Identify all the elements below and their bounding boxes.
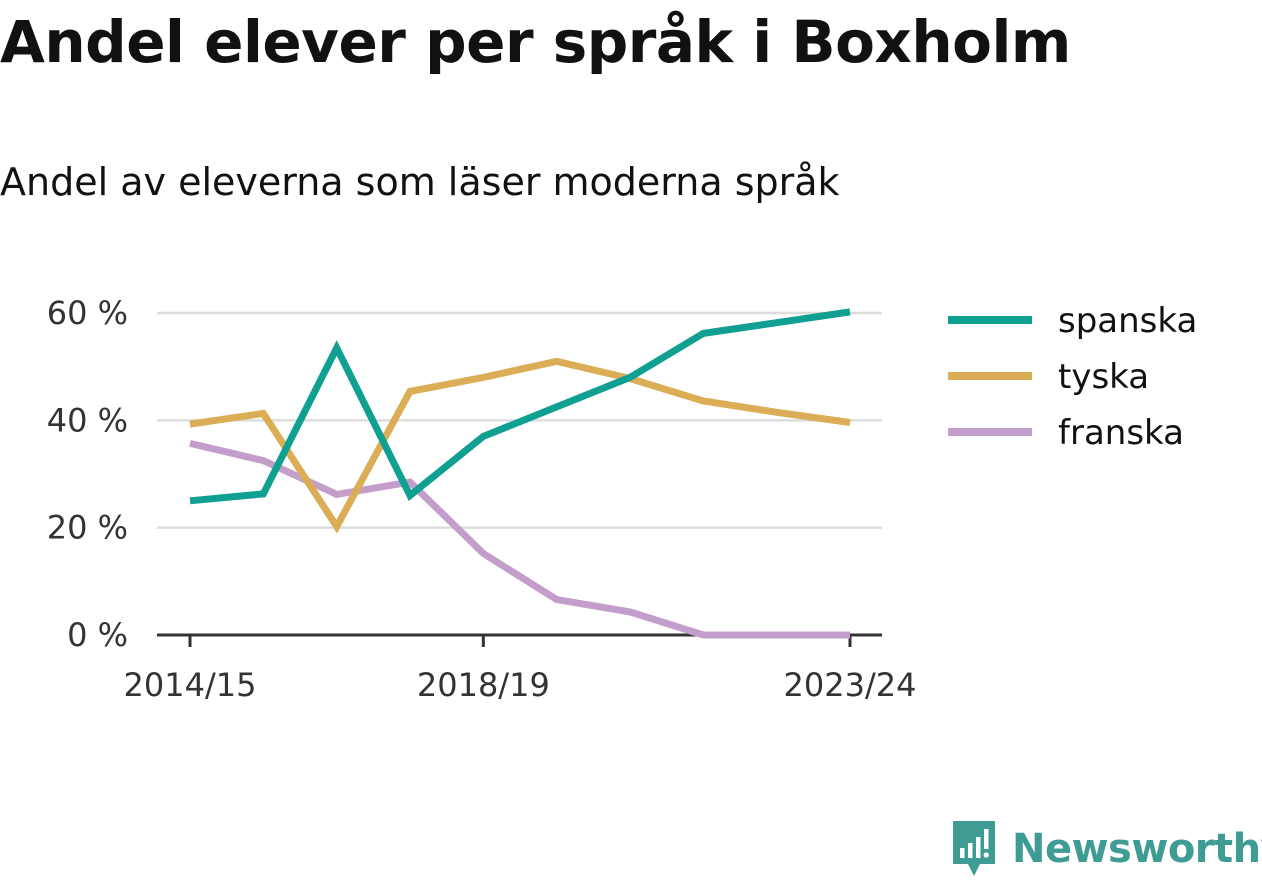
series-line-franska: [189, 439, 850, 639]
y-tick-label: 0 %: [67, 616, 128, 654]
y-axis: 0 % 20 % 40 % 60 %: [47, 294, 128, 654]
x-axis: 2014/15 2018/19 2023/24: [124, 633, 917, 704]
legend: spanska tyska franska: [948, 301, 1197, 453]
x-tick-label: 2023/24: [784, 666, 917, 704]
y-tick-label: 60 %: [47, 294, 128, 332]
legend-label: franska: [1058, 413, 1184, 453]
newsworthy-logo-icon: [953, 821, 995, 876]
chart-subtitle: Andel av eleverna som läser moderna språ…: [0, 160, 840, 204]
y-tick-label: 40 %: [47, 401, 128, 439]
brand-name: Newsworthy: [1012, 826, 1262, 872]
legend-label: spanska: [1058, 301, 1197, 341]
legend-label: tyska: [1058, 357, 1149, 397]
brand-logo: Newsworthy: [950, 818, 1262, 880]
series-line-tyska: [189, 357, 851, 534]
x-tick-label: 2018/19: [417, 666, 550, 704]
y-tick-label: 20 %: [47, 509, 128, 547]
series-line-spanska: [189, 308, 851, 505]
chart-title: Andel elever per språk i Boxholm: [0, 8, 1071, 76]
x-tick-label: 2014/15: [124, 666, 257, 704]
series-lines: [189, 308, 851, 639]
